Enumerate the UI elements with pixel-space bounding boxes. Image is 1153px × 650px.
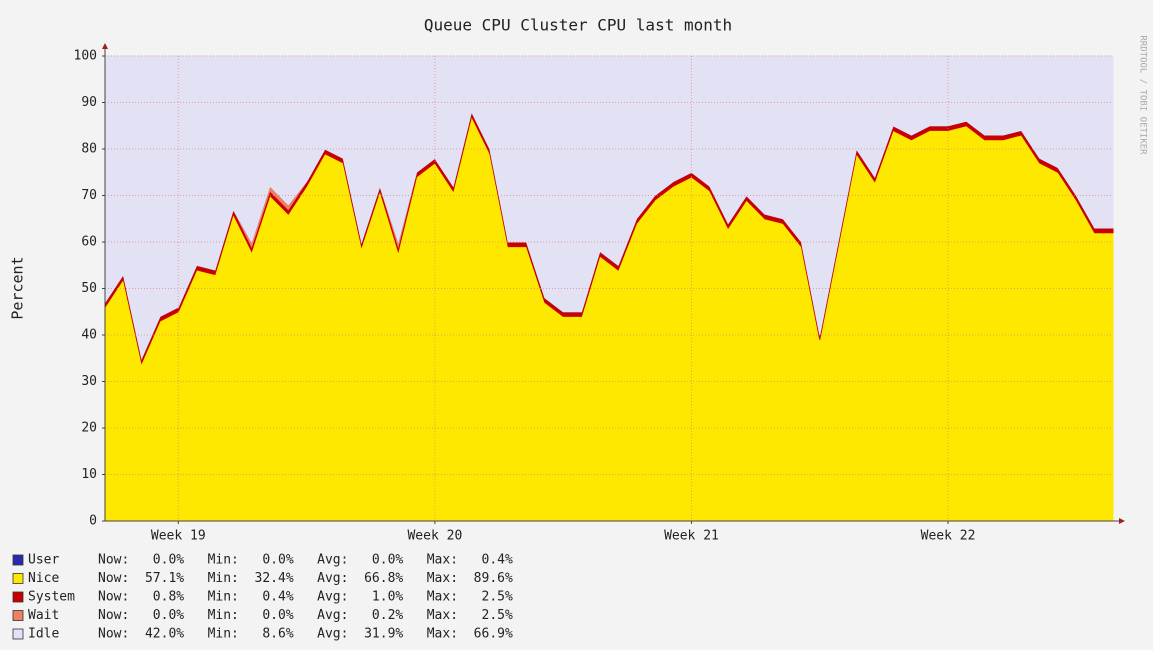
y-tick-label: 40 bbox=[81, 328, 97, 343]
legend-label: System bbox=[28, 590, 75, 605]
legend-swatch bbox=[12, 591, 24, 603]
legend-stats: Now: 57.1% Min: 32.4% Avg: 66.8% Max: 89… bbox=[98, 571, 513, 586]
legend-label: User bbox=[28, 553, 59, 568]
y-tick-label: 30 bbox=[81, 374, 97, 389]
legend-label: Nice bbox=[28, 571, 59, 586]
y-tick-label: 80 bbox=[81, 142, 97, 157]
x-tick-label: Week 22 bbox=[921, 529, 976, 544]
x-tick-label: Week 21 bbox=[664, 529, 719, 544]
watermark: RRDTOOL / TOBI OETIKER bbox=[1138, 35, 1148, 155]
y-tick-label: 0 bbox=[89, 514, 97, 529]
axis-arrow bbox=[102, 43, 108, 49]
chart-title: Queue CPU Cluster CPU last month bbox=[424, 16, 732, 35]
axis-arrow bbox=[1119, 518, 1125, 524]
y-tick-label: 70 bbox=[81, 188, 97, 203]
legend-stats: Now: 42.0% Min: 8.6% Avg: 31.9% Max: 66.… bbox=[98, 627, 513, 642]
y-axis-label: Percent bbox=[9, 256, 27, 319]
y-tick-label: 20 bbox=[81, 421, 97, 436]
y-tick-label: 50 bbox=[81, 281, 97, 296]
x-tick-label: Week 19 bbox=[151, 529, 206, 544]
x-tick-label: Week 20 bbox=[407, 529, 462, 544]
legend-label: Wait bbox=[28, 608, 59, 623]
legend-stats: Now: 0.0% Min: 0.0% Avg: 0.2% Max: 2.5% bbox=[98, 608, 513, 623]
legend-stats: Now: 0.0% Min: 0.0% Avg: 0.0% Max: 0.4% bbox=[98, 553, 513, 568]
legend-swatch bbox=[12, 628, 24, 640]
legend-swatch bbox=[12, 573, 24, 584]
legend-label: Idle bbox=[28, 627, 59, 642]
y-tick-label: 100 bbox=[74, 49, 97, 64]
legend-swatch bbox=[12, 554, 24, 566]
legend-stats: Now: 0.8% Min: 0.4% Avg: 1.0% Max: 2.5% bbox=[98, 590, 513, 605]
y-tick-label: 60 bbox=[81, 235, 97, 250]
y-tick-label: 90 bbox=[81, 95, 97, 110]
legend-swatch bbox=[12, 610, 24, 621]
y-tick-label: 10 bbox=[81, 467, 97, 482]
